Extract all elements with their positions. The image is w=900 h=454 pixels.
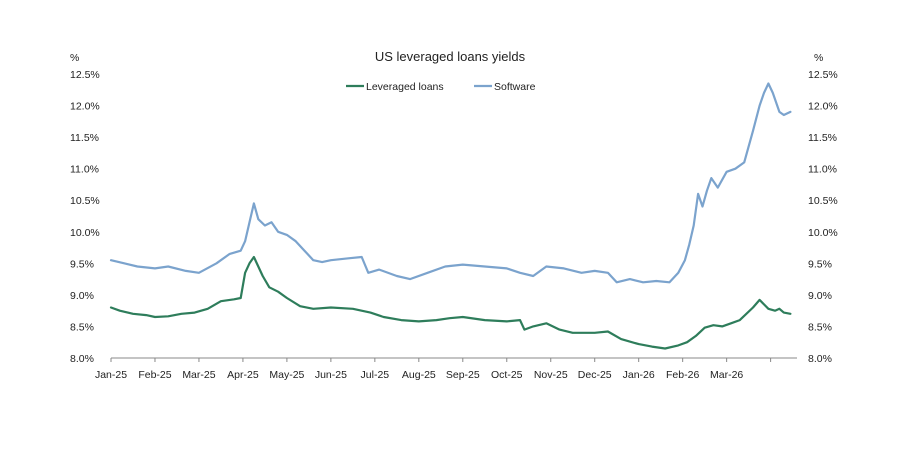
- x-tick-label: Sep-25: [446, 369, 480, 381]
- x-tick-label: Feb-26: [666, 369, 699, 381]
- x-tick-label: Jan-25: [95, 369, 127, 381]
- left-y-tick-label: 9.0%: [70, 290, 94, 302]
- x-tick-label: Dec-25: [578, 369, 612, 381]
- left-y-tick-label: 12.5%: [70, 69, 100, 81]
- left-y-tick-label: 9.5%: [70, 258, 94, 270]
- left-y-tick-label: 11.0%: [70, 164, 99, 176]
- right-y-tick-label: 11.5%: [808, 132, 837, 144]
- left-y-tick-label: 11.5%: [70, 132, 99, 144]
- right-y-tick-label: 11.0%: [808, 164, 837, 176]
- left-y-tick-label: 12.0%: [70, 101, 100, 113]
- right-y-tick-label: 9.0%: [808, 290, 832, 302]
- left-y-axis: 8.0% 8.5% 9.0% 9.5% 10.0% 10.5% 11.0% 11.5% 12.0…: [70, 69, 100, 365]
- legend-label-software: Software: [494, 81, 536, 93]
- right-y-tick-label: 10.5%: [808, 195, 838, 207]
- x-axis: Jan-25 Feb-25 Mar-25 Apr-25 May-25 Jun-25 Jul-…: [95, 357, 797, 381]
- x-tick-label: May-25: [269, 369, 304, 381]
- right-axis-unit: %: [814, 52, 823, 64]
- right-y-axis: 8.0% 8.5% 9.0% 9.5% 10.0% 10.5% 11.0% 11.5% 12.0…: [808, 69, 838, 365]
- x-tick-label: Apr-25: [227, 369, 259, 381]
- right-y-tick-label: 8.0%: [808, 353, 832, 365]
- x-tick-label: Jul-25: [361, 369, 390, 381]
- x-tick-label: Oct-25: [491, 369, 523, 381]
- x-tick-label: Aug-25: [402, 369, 436, 381]
- left-y-tick-label: 10.5%: [70, 195, 100, 207]
- left-y-tick-label: 8.5%: [70, 321, 94, 333]
- series-lines: [109, 82, 792, 350]
- x-tick-label: Feb-25: [138, 369, 171, 381]
- left-y-tick-label: 8.0%: [70, 353, 94, 365]
- left-axis-unit: %: [70, 52, 79, 64]
- right-y-tick-label: 12.5%: [808, 69, 838, 81]
- right-y-tick-label: 8.5%: [808, 321, 832, 333]
- legend-label-leveraged-loans: Leveraged loans: [366, 81, 444, 93]
- right-y-tick-label: 12.0%: [808, 101, 838, 113]
- left-y-tick-label: 10.0%: [70, 227, 100, 239]
- legend: Leveraged loans Software: [346, 81, 536, 93]
- x-tick-label: Mar-26: [710, 369, 743, 381]
- chart-title: US leveraged loans yields: [375, 49, 526, 64]
- x-tick-label: Jun-25: [315, 369, 347, 381]
- x-tick-label: Nov-25: [534, 369, 568, 381]
- series-line-leveraged-loans: [109, 255, 792, 350]
- x-tick-label: Mar-25: [182, 369, 215, 381]
- right-y-tick-label: 9.5%: [808, 258, 832, 270]
- right-y-tick-label: 10.0%: [808, 227, 838, 239]
- series-line-software: [109, 82, 792, 284]
- x-tick-label: Jan-26: [623, 369, 655, 381]
